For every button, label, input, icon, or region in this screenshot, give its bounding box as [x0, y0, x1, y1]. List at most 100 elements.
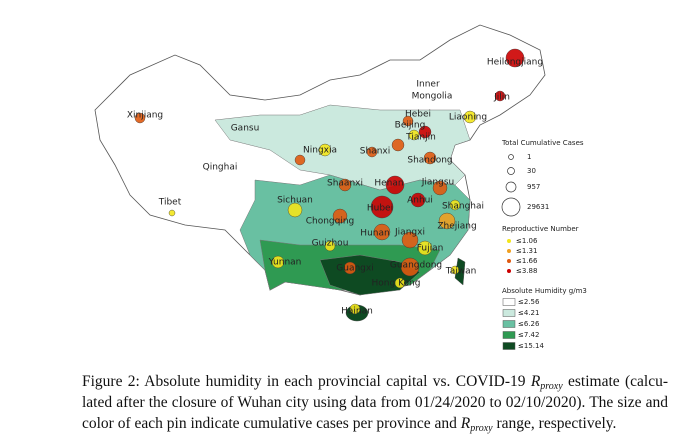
province-label: Hunan	[360, 229, 389, 239]
legend-title: Total Cumulative Cases	[501, 139, 584, 147]
province-label: Mongolia	[412, 92, 453, 102]
province-label: Tianjin	[405, 133, 436, 143]
pin	[449, 199, 461, 211]
legend-size-label: 29631	[527, 203, 549, 211]
region-light	[214, 104, 471, 191]
legend-swatch-label: ≤4.21	[518, 309, 539, 317]
pin	[294, 154, 306, 166]
legend-swatch	[502, 309, 516, 317]
province-label: Shaanxi	[327, 179, 363, 189]
province-label: Inner	[416, 80, 440, 90]
province-label: Liaoning	[449, 113, 487, 123]
province-label: Qinghai	[203, 163, 238, 173]
province-label: Shanghai	[442, 202, 484, 212]
province-label: Chongqing	[306, 217, 355, 227]
pin	[505, 48, 525, 68]
pin	[432, 180, 448, 196]
pin	[332, 208, 348, 224]
legend-swatch-label: ≤7.42	[518, 331, 539, 339]
legend-size-circle	[507, 167, 515, 175]
province-label: Guizhou	[312, 239, 349, 249]
pin	[370, 195, 394, 219]
province-label: Jiangsu	[421, 178, 454, 188]
province-label: Taiwan	[445, 267, 477, 277]
legend-size-label: 957	[527, 183, 540, 191]
province-label: Sichuan	[277, 196, 313, 206]
legend-swatch	[502, 331, 516, 339]
province-label: Jiangxi	[394, 228, 425, 238]
legend-swatch-label: ≤2.56	[518, 298, 540, 306]
pin	[450, 265, 460, 275]
pin	[134, 112, 146, 124]
pin	[168, 209, 176, 217]
legend-swatch-label: ≤6.26	[518, 320, 540, 328]
pin	[366, 146, 378, 158]
province-label: Henan	[374, 179, 403, 189]
legend-size-label: 1	[527, 153, 531, 161]
pin	[418, 125, 432, 139]
province-label: Beijing	[395, 121, 426, 131]
province-label: Guangdong	[390, 261, 442, 271]
pin	[402, 115, 414, 127]
pin	[271, 255, 285, 269]
pin	[438, 212, 456, 230]
province-label: Shanxi	[360, 147, 390, 157]
caption-line: color of each pin indicate cumulative ca…	[82, 415, 617, 434]
pin	[463, 110, 477, 124]
province-label: Ningxia	[303, 146, 337, 156]
legend-title: Reproductive Number	[502, 225, 579, 233]
pin	[400, 257, 420, 277]
caption-line: lated after the closure of Wuhan city us…	[82, 394, 668, 411]
province-label: Heilongjiang	[487, 58, 543, 68]
pin	[343, 261, 357, 275]
legend-size-label: 30	[527, 167, 536, 175]
legend-color-label: ≤3.88	[516, 267, 537, 275]
province-label: Hebei	[405, 110, 431, 120]
province-label: Jilin	[493, 93, 510, 103]
legend-swatch	[502, 298, 516, 306]
province-label: Hubei	[367, 204, 393, 214]
legend-color-dot	[507, 239, 511, 243]
legend-color-label: ≤1.31	[516, 247, 537, 255]
province-label: Fujian	[417, 244, 444, 254]
legend-title: Absolute Humidity g/m3	[502, 287, 587, 295]
province-label: Hainan	[341, 307, 373, 317]
province-label: Guangxi	[336, 264, 373, 274]
province-label: Tibet	[158, 198, 182, 208]
province-label: Shandong	[407, 156, 452, 166]
legend-color-dot	[507, 249, 511, 253]
pin	[318, 143, 332, 157]
pin	[417, 240, 433, 256]
pin	[391, 138, 405, 152]
province-label: Zhejiang	[437, 222, 476, 232]
map: Heilongjiang Inner Mongolia Xinjiang Gansu He…	[94, 24, 587, 350]
legend-size-circle	[508, 154, 514, 160]
pin	[394, 277, 406, 289]
pin	[338, 178, 352, 192]
pin	[423, 151, 437, 165]
legend-size-circle	[505, 181, 517, 193]
legend-color-label: ≤1.66	[516, 257, 538, 265]
legend-color-dot	[507, 269, 511, 273]
province-label: Yunnan	[268, 258, 302, 268]
pin	[287, 202, 303, 218]
legend-swatch	[502, 320, 516, 328]
pin	[401, 231, 419, 249]
pin	[324, 240, 336, 252]
caption-line: Figure 2: Absolute humidity in each prov…	[82, 373, 668, 392]
pin	[373, 223, 391, 241]
pin	[494, 90, 506, 102]
legend-color-dot	[507, 259, 511, 263]
pin	[385, 175, 405, 195]
pin	[408, 129, 420, 141]
legend-size-circle	[501, 197, 521, 217]
legend-color-label: ≤1.06	[516, 237, 538, 245]
legend-swatch	[502, 342, 516, 350]
province-label: Xinjiang	[127, 111, 163, 121]
pin	[410, 192, 426, 208]
legend-swatch-label: ≤15.14	[518, 342, 544, 350]
province-label: Gansu	[231, 124, 260, 134]
pin	[349, 303, 361, 315]
province-label: Hong Kong	[372, 279, 421, 289]
